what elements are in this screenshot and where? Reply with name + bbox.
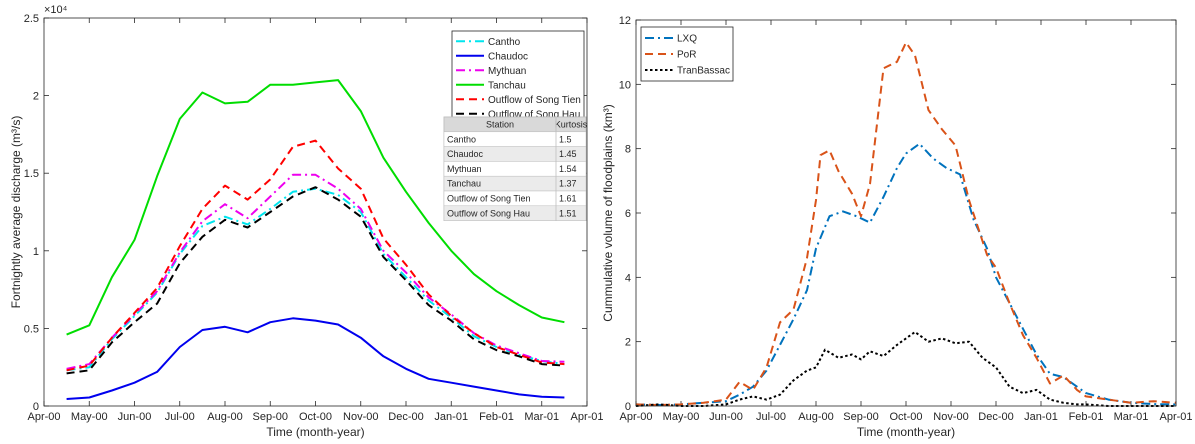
series-line-outflow-of-song-tien	[66, 139, 565, 372]
x-tick-label: Jun-00	[118, 411, 152, 423]
table-header-cell: Station	[486, 120, 514, 130]
y-tick-label: 0	[33, 401, 39, 413]
x-axis-label: Time (month-year)	[857, 425, 955, 439]
series-line-chaudoc	[66, 317, 565, 400]
table-cell: Outflow of Song Hau	[447, 208, 530, 218]
y-tick-label: 0	[625, 401, 631, 413]
series-line-cantho	[66, 187, 565, 372]
series-line-outflow-of-song-hau	[66, 186, 565, 375]
legend-label: LXQ	[677, 34, 697, 45]
y-tick-label: 0.5	[24, 323, 39, 335]
y-tick-label: 1	[33, 246, 39, 258]
x-tick-label: Apr-01	[1159, 411, 1192, 423]
legend-label: Outflow of Song Tien	[488, 95, 581, 106]
series-line-tranbassac	[635, 331, 1176, 407]
y-tick-label: 1.5	[24, 168, 39, 180]
x-tick-label: Oct-00	[299, 411, 332, 423]
x-tick-label: Jan-01	[1024, 411, 1058, 423]
x-tick-label: Mar-01	[1114, 411, 1149, 423]
x-tick-label: Aug-00	[798, 411, 833, 423]
legend-label: Tanchau	[488, 80, 526, 91]
x-tick-label: May-00	[663, 411, 700, 423]
y-tick-label: 10	[619, 79, 631, 91]
table-cell: 1.54	[559, 164, 577, 174]
table-cell: 1.61	[559, 194, 577, 204]
floodplain-volume-panel: 0 2 4 6 8 10 12 Apr-00 May-00 Jun-00 Jul-00 Aug-00 S…	[601, 15, 1193, 439]
x-tick-label: Jul-00	[165, 411, 195, 423]
legend-label: Mythuan	[488, 66, 526, 77]
table-header-cell: Kurtosis	[555, 120, 588, 130]
x-axis-label: Time (month-year)	[266, 425, 364, 439]
table-cell: Chaudoc	[447, 149, 484, 159]
x-tick-label: Sep-00	[843, 411, 878, 423]
x-tick-label: Apr-00	[619, 411, 652, 423]
x-tick-label: Nov-00	[343, 411, 378, 423]
table-cell: 1.51	[559, 208, 577, 218]
series-line-mythuan	[66, 173, 565, 370]
x-tick-label: Sep-00	[253, 411, 288, 423]
y-tick-label: 2.5	[24, 13, 39, 25]
y-axis-label: Cummulative volume of floodplains (km³)	[601, 104, 615, 321]
x-tick-label: Dec-00	[388, 411, 423, 423]
x-tick-label: Jun-00	[709, 411, 743, 423]
legend-box	[640, 26, 734, 82]
x-tick-label: Aug-00	[207, 411, 242, 423]
legend-label: Outflow of Song Hau	[488, 109, 580, 120]
x-tick-label: May-00	[71, 411, 108, 423]
y-tick-label: 6	[625, 208, 631, 220]
y-tick-label: 12	[619, 15, 631, 27]
table-cell: Cantho	[447, 134, 476, 144]
y-tick-label: 2	[33, 91, 39, 103]
x-tick-label: Apr-01	[570, 411, 603, 423]
legend-label: Chaudoc	[488, 51, 528, 62]
y-exponent-label: ×10⁴	[44, 4, 68, 16]
legend-label: PoR	[677, 50, 696, 61]
table-row	[443, 205, 587, 221]
x-tick-label: Jul-00	[756, 411, 786, 423]
table-cell: Outflow of Song Tien	[447, 194, 531, 204]
x-tick-label: Nov-00	[933, 411, 968, 423]
y-tick-label: 2	[625, 337, 631, 349]
legend-label: TranBassac	[677, 66, 730, 77]
legend-box	[451, 30, 585, 125]
y-tick-label: 4	[625, 272, 631, 284]
axes-frame	[635, 19, 1177, 407]
plot-area	[636, 20, 1176, 406]
series-line-lxq	[635, 142, 1177, 406]
x-tick-label: Feb-01	[1069, 411, 1104, 423]
x-tick-label: Dec-00	[978, 411, 1013, 423]
x-tick-label: Apr-00	[27, 411, 60, 423]
legend-label: Cantho	[488, 37, 521, 48]
axes-frame	[43, 17, 588, 407]
table-cell: Mythuan	[447, 164, 482, 174]
table-cell: 1.5	[559, 134, 572, 144]
table-cell: Tanchau	[447, 179, 481, 189]
y-axis-label: Fortnightly average discharge (m³/s)	[9, 116, 23, 309]
x-tick-label: Feb-01	[479, 411, 514, 423]
table-cell: 1.37	[559, 179, 577, 189]
series-line-tanchau	[66, 79, 565, 336]
y-tick-label: 8	[625, 144, 631, 156]
table-cell: 1.45	[559, 149, 577, 159]
x-tick-label: Jan-01	[434, 411, 468, 423]
x-tick-label: Oct-00	[889, 411, 922, 423]
discharge-panel: 0 0.5 1 1.5 2 2.5 Apr-00 May-00 Jun-00 Jul-00 Aug-…	[9, 4, 604, 439]
x-tick-label: Mar-01	[524, 411, 559, 423]
series-line-por	[635, 41, 1177, 406]
